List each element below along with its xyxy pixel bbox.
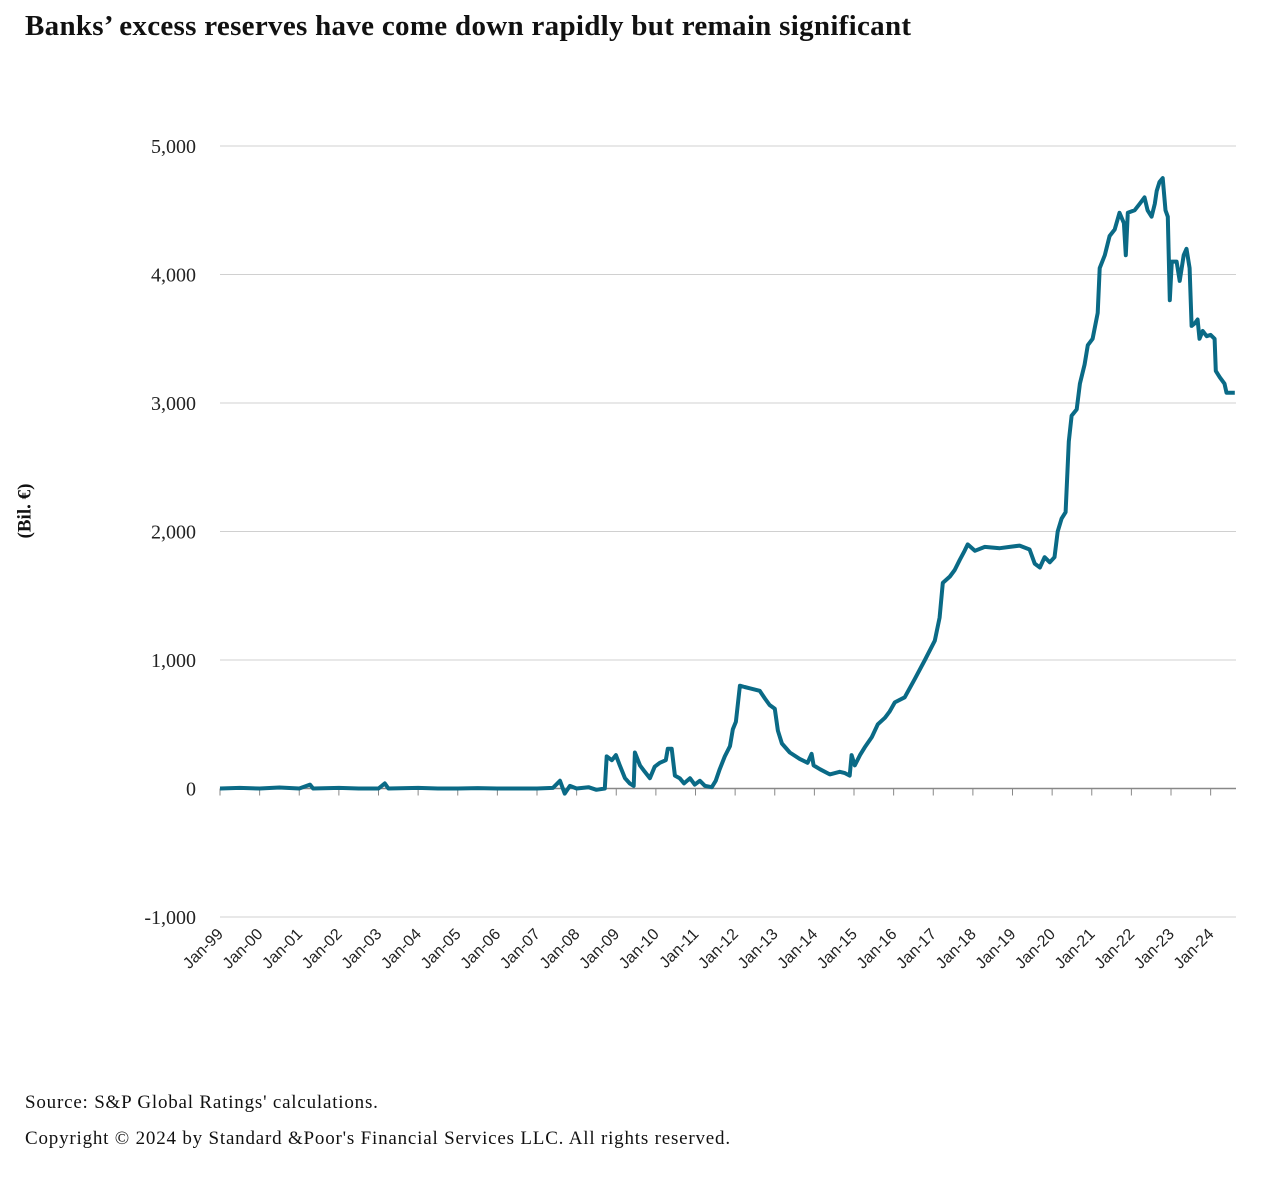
y-tick-label: 4,000 [151, 265, 196, 287]
x-tick-label: Jan-02 [299, 926, 346, 973]
x-tick-label: Jan-05 [418, 926, 465, 973]
series-line-excess-reserves [219, 176, 1235, 796]
x-tick-label: Jan-16 [854, 926, 901, 973]
y-tick-label: 2,000 [151, 522, 196, 544]
x-tick-label: Jan-01 [259, 926, 306, 973]
x-tick-labels: Jan-99Jan-00Jan-01Jan-02Jan-03Jan-04Jan-… [180, 926, 1217, 973]
x-tick-label: Jan-07 [497, 926, 544, 973]
y-tick-label: 3,000 [151, 393, 196, 415]
x-tick-label: Jan-20 [1012, 926, 1059, 973]
x-tick-label: Jan-12 [695, 926, 742, 973]
x-tick-label: Jan-24 [1171, 926, 1218, 973]
x-tick-label: Jan-19 [973, 926, 1020, 973]
x-tick-label: Jan-09 [576, 926, 623, 973]
chart-title: Banks’ excess reserves have come down ra… [25, 10, 912, 42]
x-tick-label: Jan-22 [1092, 926, 1139, 973]
y-tick-label: 1,000 [151, 650, 196, 672]
y-tick-label: -1,000 [144, 907, 196, 929]
x-tick-label: Jan-03 [339, 926, 386, 973]
x-tick-label: Jan-08 [537, 926, 584, 973]
x-tick-label: Jan-04 [378, 926, 425, 973]
x-tick-label: Jan-14 [775, 926, 822, 973]
x-tick-label: Jan-21 [1052, 926, 1099, 973]
x-tick-label: Jan-15 [814, 926, 861, 973]
x-tick-label: Jan-17 [893, 926, 940, 973]
gridlines [219, 145, 1236, 918]
x-tick-label: Jan-13 [735, 926, 782, 973]
y-tick-label: 5,000 [151, 136, 196, 158]
x-tick-label: Jan-00 [220, 926, 267, 973]
y-tick-labels: -1,000 0 1,000 2,000 3,000 4,000 5,000 [144, 136, 196, 929]
y-tick-label: 0 [186, 779, 196, 801]
x-tick-label: Jan-18 [933, 926, 980, 973]
x-tick-label: Jan-11 [657, 926, 703, 972]
x-tick-label: Jan-99 [180, 926, 227, 973]
source-note: Source: S&P Global Ratings' calculations… [25, 1092, 379, 1113]
x-tick-label: Jan-10 [616, 926, 663, 973]
x-tick-label: Jan-23 [1131, 926, 1178, 973]
copyright-note: Copyright © 2024 by Standard &Poor's Fin… [25, 1128, 731, 1149]
x-tick-label: Jan-06 [458, 926, 505, 973]
